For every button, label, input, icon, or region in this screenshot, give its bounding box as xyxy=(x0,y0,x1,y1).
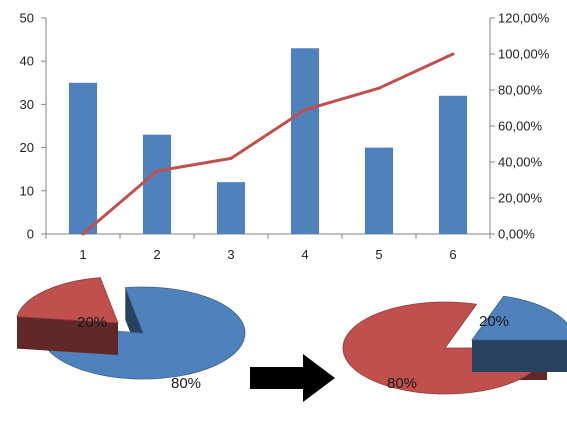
line-point xyxy=(377,86,381,90)
line-point xyxy=(451,52,455,56)
right-tick-label: 100,00% xyxy=(498,47,550,62)
left-tick-label: 20 xyxy=(20,140,34,155)
bar xyxy=(438,95,468,234)
line-point xyxy=(155,169,159,173)
large-slice xyxy=(40,286,246,380)
small-slice-label: 20% xyxy=(77,314,107,331)
right-arrow-icon xyxy=(250,354,335,402)
line-point xyxy=(303,108,307,112)
line-point xyxy=(81,232,85,236)
small-slice xyxy=(471,295,567,341)
pie-charts: 20% 80% 20% 80% xyxy=(16,277,567,402)
x-tick-label: 4 xyxy=(301,247,308,262)
large-slice-label: 80% xyxy=(171,375,201,392)
left-tick-label: 50 xyxy=(20,11,34,26)
left-tick-label: 40 xyxy=(20,54,34,69)
left-tick-label: 0 xyxy=(27,227,34,242)
right-tick-label: 20,00% xyxy=(498,191,543,206)
left-tick-label: 10 xyxy=(20,183,34,198)
small-slice xyxy=(16,277,119,324)
x-tick-label: 3 xyxy=(227,247,234,262)
combo-chart: 0 10 20 30 40 50 0,00% 20,00% 40,00% 60,00% 80,00%… xyxy=(20,11,550,263)
small-slice-wall xyxy=(472,340,567,372)
x-tick-label: 5 xyxy=(375,247,382,262)
small-slice-wall xyxy=(16,316,118,355)
bar xyxy=(290,48,320,234)
left-tick-label: 30 xyxy=(20,97,34,112)
bar xyxy=(364,147,394,234)
bar xyxy=(142,134,172,234)
right-tick-label: 120,00% xyxy=(498,11,550,26)
right-tick-label: 80,00% xyxy=(498,83,543,98)
x-tick-label: 6 xyxy=(449,247,456,262)
right-tick-label: 60,00% xyxy=(498,119,543,134)
small-slice-label: 20% xyxy=(479,313,509,330)
line-point xyxy=(229,156,233,160)
bar xyxy=(68,82,98,234)
large-slice-label: 80% xyxy=(387,375,417,392)
x-tick-label: 2 xyxy=(153,247,160,262)
x-tick-label: 1 xyxy=(79,247,86,262)
line-series xyxy=(82,52,454,236)
right-tick-label: 40,00% xyxy=(498,155,543,170)
right-tick-label: 0,00% xyxy=(498,227,535,242)
bar xyxy=(216,182,246,234)
